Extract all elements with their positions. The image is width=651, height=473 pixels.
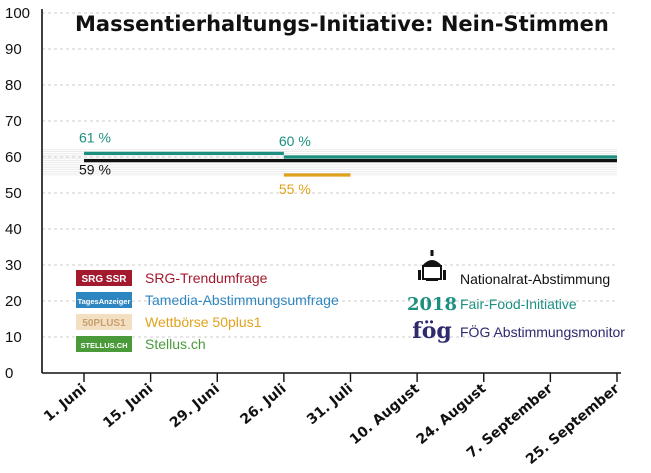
legend-item: 50PLUS1 Wettbörse 50plus1	[76, 314, 262, 330]
y-tick-label: 20	[5, 293, 22, 310]
legend-left: SRG SSR SRG-Trendumfrage TagesAnzeiger Tame…	[76, 270, 339, 352]
data-label: 59 %	[79, 162, 111, 178]
data-label: 55 %	[279, 181, 311, 197]
y-tick-label: 10	[5, 329, 22, 346]
legend-badge-icon	[76, 270, 132, 286]
legend-label: Wettbörse 50plus1	[145, 314, 262, 330]
legend-label: Fair-Food-Initiative	[460, 296, 577, 312]
parliament-icon	[418, 250, 446, 281]
legend-label: Tamedia-Abstimmungsumfrage	[145, 292, 339, 308]
legend-label: Nationalrat-Abstimmung	[460, 271, 610, 287]
foeg-logo-icon: fög	[412, 318, 452, 344]
legend-item: 2018 Fair-Food-Initiative	[407, 294, 577, 315]
data-labels: 59 % 61 % 60 % 55 %	[79, 129, 311, 197]
data-label: 61 %	[79, 129, 111, 145]
x-tick-label: 15. Juni	[100, 381, 156, 432]
legend-badge-icon	[76, 314, 132, 330]
fair-food-2018-icon: 2018	[407, 294, 457, 315]
legend-badge-icon	[76, 292, 132, 308]
y-tick-label: 0	[5, 365, 13, 382]
y-tick-label: 100	[5, 5, 30, 22]
x-tick-label: 31. Juli	[304, 381, 356, 428]
legend-item: TagesAnzeiger Tamedia-Abstimmungsumfrage	[76, 292, 339, 308]
chart-title: Massentierhaltungs-Initiative: Nein-Stim…	[75, 12, 609, 36]
x-tick-label: 10. August	[347, 381, 423, 448]
y-tick-label: 70	[5, 113, 22, 130]
y-tick-label: 50	[5, 185, 22, 202]
x-tick-label: 26. Juli	[237, 381, 289, 428]
series-lines	[84, 151, 617, 177]
y-tick-label: 30	[5, 257, 22, 274]
legend-item: Nationalrat-Abstimmung	[418, 250, 610, 287]
y-tick-label: 40	[5, 221, 22, 238]
x-tick-label: 29. Juni	[167, 381, 223, 432]
legend-badge-text: STELLUS.CH	[80, 341, 127, 350]
grid	[42, 12, 617, 338]
legend-item: STELLUS.CH Stellus.ch	[76, 336, 206, 352]
x-tick-label: 1. Juni	[41, 381, 89, 425]
data-label: 60 %	[279, 133, 311, 149]
legend-label: Stellus.ch	[145, 336, 206, 352]
legend-label: SRG-Trendumfrage	[145, 270, 268, 286]
y-tick-label: 90	[5, 41, 22, 58]
legend-badge-text: 50PLUS1	[82, 318, 126, 329]
y-tick-label: 60	[5, 149, 22, 166]
legend-badge-text: TagesAnzeiger	[78, 297, 131, 306]
legend-label: FÖG Abstimmungsmonitor	[460, 323, 625, 340]
legend-item: SRG SSR SRG-Trendumfrage	[76, 270, 268, 286]
axes: 0 10 20 30 40 50 60 70 80 90 100 1. Juni 15. Juni 29.…	[5, 5, 623, 468]
legend-badge-text: SRG SSR	[81, 274, 127, 285]
legend-item: fög FÖG Abstimmungsmonitor	[412, 318, 625, 344]
legend-badge-icon	[76, 336, 132, 352]
y-tick-label: 80	[5, 77, 22, 94]
